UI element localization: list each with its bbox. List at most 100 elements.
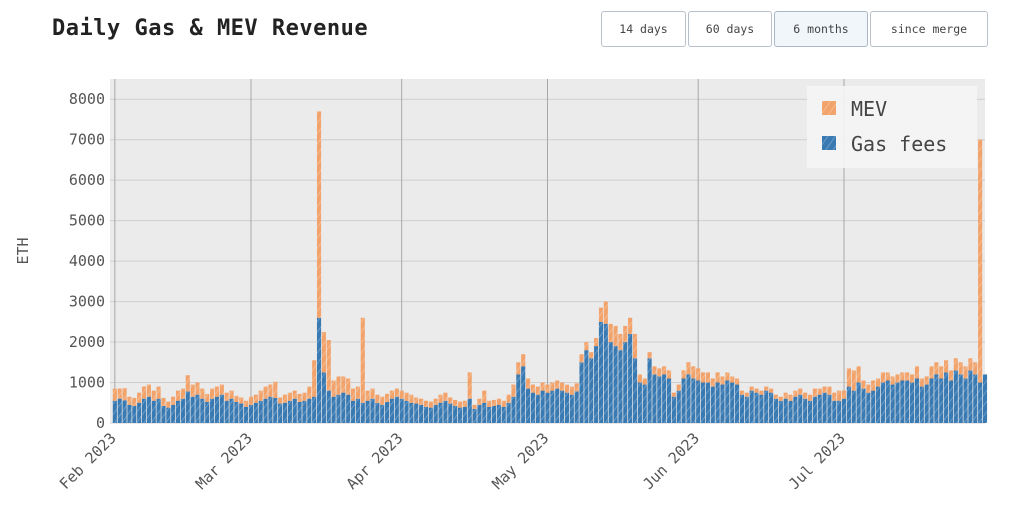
gas-fees-bar-hatch: [837, 400, 842, 423]
mev-bar-hatch: [880, 372, 885, 383]
mev-bar-hatch: [827, 386, 832, 395]
gas-fees-bar-hatch: [632, 358, 638, 423]
gas-fees-bar-hatch: [419, 404, 424, 423]
gas-fees-bar-hatch: [856, 382, 861, 423]
y-tick-label: 8000: [69, 90, 105, 108]
gas-fees-bar-hatch: [963, 378, 968, 423]
mev-bar-hatch: [239, 397, 244, 404]
gas-fees-bar-hatch: [564, 392, 570, 423]
gas-fees-bar-hatch: [195, 394, 200, 423]
gas-fees-bar-hatch: [584, 350, 589, 423]
gas-fees-bar-hatch: [326, 390, 331, 423]
gas-fees-bar-hatch: [399, 398, 404, 423]
mev-bar-hatch: [603, 301, 608, 324]
gas-fees-bar-hatch: [691, 378, 696, 423]
mev-bar-hatch: [341, 376, 346, 393]
mev-bar-hatch: [355, 386, 360, 399]
gas-fees-bar-hatch: [973, 374, 978, 423]
range-60-days-button[interactable]: 60 days: [688, 11, 772, 47]
legend-swatch-hatch: [822, 136, 836, 150]
gas-fees-bar-hatch: [331, 396, 336, 423]
mev-bar-hatch: [195, 382, 200, 395]
gas-fees-bar-hatch: [934, 374, 939, 423]
gas-fees-bar-hatch: [803, 398, 808, 423]
y-tick-label: 1000: [69, 374, 105, 392]
gas-fees-bar-hatch: [292, 398, 297, 423]
mev-bar-hatch: [166, 401, 171, 408]
gas-fees-bar-hatch: [929, 378, 934, 423]
gas-fees-bar-hatch: [788, 400, 793, 423]
gas-fees-bar-hatch: [652, 374, 657, 423]
range-14-days-button[interactable]: 14 days: [601, 11, 686, 47]
gas-fees-bar-hatch: [268, 396, 273, 423]
gas-fees-bar-hatch: [278, 403, 283, 423]
gas-fees-bar-hatch: [569, 394, 574, 423]
mev-bar-hatch: [929, 366, 934, 379]
mev-bar-hatch: [958, 362, 963, 375]
mev-bar-hatch: [739, 390, 745, 395]
mev-bar-hatch: [462, 400, 467, 407]
mev-bar-hatch: [331, 380, 336, 397]
mev-bar-hatch: [754, 388, 759, 393]
gas-fees-bar-hatch: [739, 394, 745, 423]
gas-fees-bar-hatch: [924, 384, 929, 423]
gas-fees-bar-hatch: [205, 401, 210, 423]
gas-fees-bar-hatch: [579, 362, 584, 423]
mev-bar-hatch: [491, 399, 497, 407]
gas-fees-bar-hatch: [555, 388, 560, 423]
gas-fees-bar-hatch: [793, 396, 798, 423]
gas-fees-bar-hatch: [482, 402, 487, 423]
gas-fees-bar-hatch: [185, 391, 190, 423]
gas-fees-bar-hatch: [905, 380, 910, 423]
legend-swatch-hatch: [822, 101, 836, 115]
gas-fees-bar-hatch: [350, 400, 356, 423]
gas-fees-bar-hatch: [414, 403, 419, 423]
x-tick-label: Apr 2023: [343, 429, 407, 493]
y-axis-label: ETH: [14, 237, 32, 264]
x-tick-label: Feb 2023: [56, 429, 120, 493]
mev-bar-hatch: [501, 400, 506, 407]
gas-fees-bar-hatch: [841, 398, 847, 423]
gas-fees-bar-hatch: [769, 392, 774, 423]
gas-fees-bar-hatch: [890, 384, 895, 423]
mev-bar-hatch: [258, 390, 263, 401]
range-selector: 14 days 60 days 6 months since merge: [601, 11, 990, 47]
gas-fees-bar-hatch: [200, 398, 205, 423]
mev-bar-hatch: [652, 366, 657, 375]
mev-bar-hatch: [137, 392, 142, 403]
range-since-merge-button[interactable]: since merge: [870, 11, 988, 47]
mev-bar-hatch: [302, 392, 307, 401]
mev-bar-hatch: [122, 388, 127, 401]
mev-bar-hatch: [419, 398, 424, 405]
mev-bar-hatch: [326, 340, 331, 391]
range-6-months-button[interactable]: 6 months: [774, 11, 868, 47]
mev-bar-hatch: [472, 404, 477, 409]
mev-bar-hatch: [482, 390, 487, 403]
mev-bar-hatch: [657, 368, 662, 377]
gas-fees-bar-hatch: [895, 382, 900, 423]
gas-fees-bar-hatch: [175, 400, 181, 423]
gas-fees-bar-hatch: [875, 386, 881, 423]
gas-fees-bar-hatch: [958, 374, 963, 423]
gas-fees-bar-hatch: [127, 404, 132, 423]
gas-fees-bar-hatch: [433, 404, 438, 423]
gas-fees-bar-hatch: [735, 384, 740, 423]
gas-fees-bar-hatch: [550, 390, 555, 423]
mev-bar-hatch: [214, 386, 220, 397]
gas-fees-bar-hatch: [307, 398, 312, 423]
gas-fees-bar-hatch: [530, 392, 535, 423]
mev-bar-hatch: [973, 362, 978, 375]
gas-fees-bar-hatch: [443, 400, 448, 423]
gas-fees-bar-hatch: [472, 408, 477, 423]
mev-bar-hatch: [632, 333, 638, 359]
gas-fees-bar-hatch: [239, 403, 244, 423]
mev-bar-hatch: [175, 390, 181, 401]
mev-bar-hatch: [944, 360, 949, 373]
gas-fees-bar-hatch: [613, 346, 618, 423]
gas-fees-bar-hatch: [623, 342, 628, 423]
gas-fees-bar-hatch: [948, 380, 954, 423]
gas-fees-bar-hatch: [676, 390, 681, 423]
gas-fees-bar-hatch: [141, 398, 147, 423]
mev-bar-hatch: [394, 388, 399, 397]
